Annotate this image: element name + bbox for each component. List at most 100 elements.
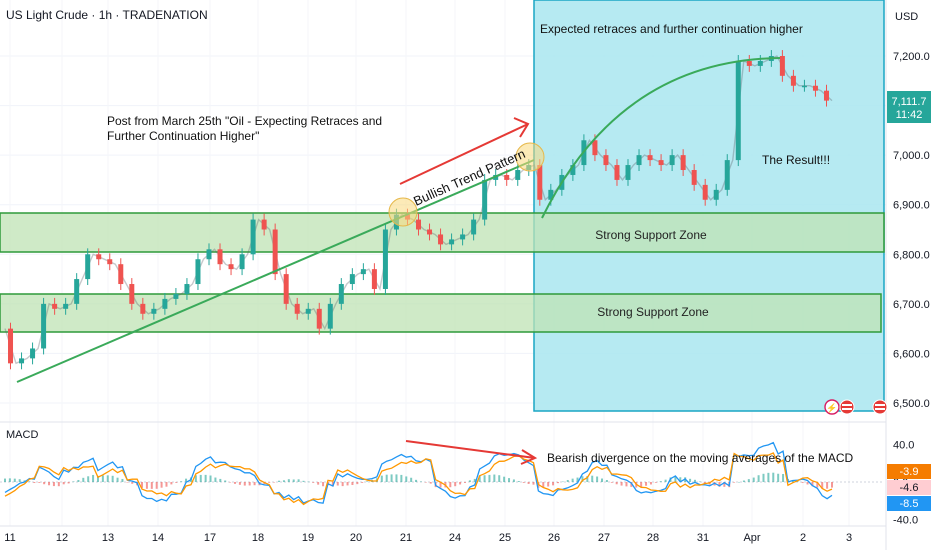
macd-hist-bar <box>772 472 775 482</box>
macd-hist-bar <box>38 482 41 483</box>
macd-hist-bar <box>498 475 501 482</box>
candle-body <box>460 234 466 240</box>
lightning-glyph: ⚡ <box>826 402 837 414</box>
macd-hist-bar <box>13 478 16 482</box>
macd-hist-bar <box>82 477 85 482</box>
macd-hist-bar <box>747 479 750 482</box>
candle-body <box>107 259 113 265</box>
candle-body <box>52 303 58 309</box>
macd-hist-bar <box>801 482 804 483</box>
macd-hist-bar <box>605 480 608 482</box>
macd-hist-bar <box>512 479 515 482</box>
macd-hist-bar <box>777 473 780 482</box>
time-tick: 17 <box>204 532 216 544</box>
macd-hist-bar <box>831 482 833 488</box>
candle-body <box>162 298 168 309</box>
candle-body <box>636 155 642 166</box>
candle-body <box>338 284 344 304</box>
macd-badge-3-text: -8.5 <box>900 498 919 510</box>
macd-hist-bar <box>268 482 271 483</box>
candle-body <box>349 274 355 285</box>
macd-hist-bar <box>43 482 46 485</box>
last-price: 7,111.7 <box>891 96 926 108</box>
countdown: 11:42 <box>896 109 923 121</box>
event-lightning-icon[interactable] <box>824 399 840 415</box>
candle-body <box>724 160 730 190</box>
candle-body <box>471 219 477 235</box>
macd-hist-bar <box>322 482 325 487</box>
macd-hist-bar <box>185 478 188 482</box>
candle-body <box>85 254 91 280</box>
time-tick: 28 <box>647 532 659 544</box>
candle-body <box>537 165 543 200</box>
result-label: The Result!!! <box>762 153 830 167</box>
time-tick: 24 <box>449 532 461 544</box>
time-tick: 20 <box>350 532 362 544</box>
candle-body <box>239 254 245 270</box>
macd-tick: 40.0 <box>893 440 914 452</box>
macd-hist-bar <box>718 482 721 487</box>
macd-hist-bar <box>811 482 814 487</box>
price-tick: 6,800.0 <box>893 249 930 261</box>
macd-hist-bar <box>194 475 197 482</box>
post-text-line1: Post from March 25th "Oil - Expecting Re… <box>107 114 382 128</box>
macd-hist-bar <box>273 482 276 483</box>
macd-hist-bar <box>400 474 403 482</box>
macd-hist-bar <box>23 480 26 482</box>
event-flag-icon-2[interactable] <box>872 399 888 415</box>
macd-hist-bar <box>331 482 334 487</box>
candle-body <box>592 140 598 156</box>
macd-hist-bar <box>424 482 427 483</box>
macd-hist-bar <box>312 482 315 483</box>
macd-hist-bar <box>517 481 520 482</box>
macd-hist-bar <box>782 473 785 482</box>
macd-badge-1 <box>887 464 931 479</box>
candle-body <box>195 259 201 285</box>
macd-hist-bar <box>659 481 662 482</box>
price-tick: 7,000.0 <box>893 150 930 162</box>
macd-hist-bar <box>150 482 153 489</box>
macd-hist-bar <box>508 478 511 482</box>
candle-body <box>19 358 25 364</box>
macd-hist-bar <box>542 482 545 488</box>
macd-hist-bar <box>689 478 692 482</box>
time-tick: 27 <box>598 532 610 544</box>
macd-hist-bar <box>175 482 178 483</box>
macd-hist-bar <box>229 482 232 483</box>
macd-hist-bar <box>752 477 755 482</box>
macd-hist-bar <box>703 482 706 484</box>
macd-hist-bar <box>698 481 701 483</box>
macd-hist-bar <box>141 482 144 488</box>
macd-hist-bar <box>556 482 559 484</box>
time-tick: 13 <box>102 532 114 544</box>
macd-hist-bar <box>160 482 163 488</box>
macd-hist-bar <box>767 472 770 482</box>
post-text-line2: Further Continuation Higher" <box>107 129 259 143</box>
macd-hist-bar <box>18 479 21 482</box>
time-tick: 12 <box>56 532 68 544</box>
macd-hist-bar <box>282 480 285 482</box>
time-tick: 21 <box>400 532 412 544</box>
candle-body <box>294 303 300 314</box>
candle-body <box>8 328 14 364</box>
macd-hist-bar <box>654 482 657 483</box>
macd-hist-bar <box>385 474 388 482</box>
macd-hist-bar <box>33 482 36 484</box>
macd-hist-bar <box>199 474 202 482</box>
time-ticks: 11 12 13 14 17 18 19 20 21 24 25 26 27 28 31 Apr 2 3 <box>4 532 852 544</box>
macd-hist-bar <box>292 479 295 482</box>
candle-body <box>250 219 256 255</box>
macd-hist-bar <box>233 482 236 484</box>
candle-body <box>603 155 609 166</box>
macd-badge-2-text: -4.6 <box>900 482 919 494</box>
macd-hist-bar <box>336 482 339 486</box>
candle-body <box>30 348 36 359</box>
price-tick: 6,600.0 <box>893 348 930 360</box>
macd-hist-bar <box>571 478 574 482</box>
event-flag-icon-1[interactable] <box>839 399 855 415</box>
macd-hist-bar <box>527 482 530 484</box>
forecast-curve <box>541 57 781 219</box>
macd-hist-bar <box>405 476 408 482</box>
macd-hist-bar <box>454 482 457 487</box>
macd-hist-bar <box>610 482 613 483</box>
